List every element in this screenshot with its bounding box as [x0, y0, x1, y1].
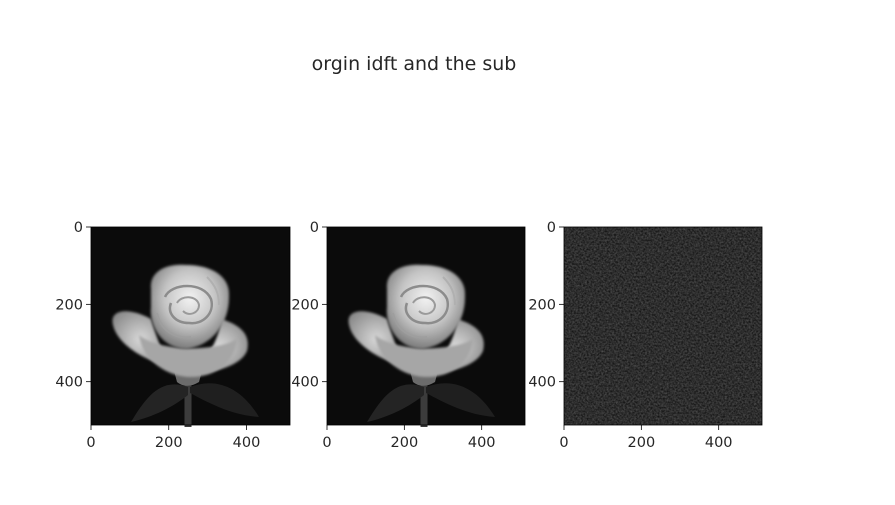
y-tick-label: 200 — [528, 297, 556, 313]
x-tick-label: 400 — [233, 435, 261, 451]
x-tick-label: 0 — [322, 435, 331, 451]
y-tick-label: 0 — [547, 220, 556, 236]
x-tick-label: 400 — [468, 435, 496, 451]
y-tick-label: 400 — [291, 375, 319, 391]
x-tick-label: 200 — [391, 435, 419, 451]
figure-title: orgin idft and the sub — [312, 53, 517, 75]
x-tick-label: 0 — [86, 435, 95, 451]
y-tick-label: 200 — [55, 297, 83, 313]
x-tick-label: 0 — [559, 435, 568, 451]
x-tick-label: 200 — [628, 435, 656, 451]
y-tick-label: 400 — [528, 375, 556, 391]
y-tick-label: 0 — [74, 220, 83, 236]
y-tick-label: 0 — [310, 220, 319, 236]
panel-idft — [326, 226, 526, 427]
x-tick-label: 400 — [705, 435, 733, 451]
y-tick-label: 400 — [55, 375, 83, 391]
panel-sub — [563, 226, 763, 426]
panel-original — [90, 226, 291, 427]
y-tick-label: 200 — [291, 297, 319, 313]
x-tick-label: 200 — [155, 435, 183, 451]
